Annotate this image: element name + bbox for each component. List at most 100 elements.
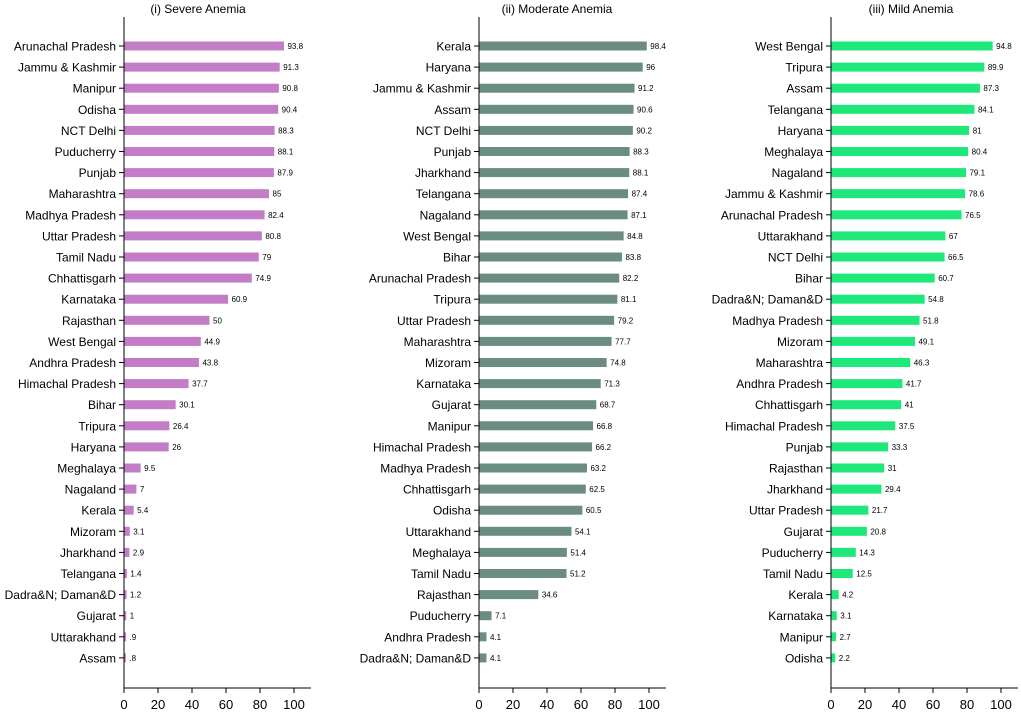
chart-3-category-label: Telangana (768, 103, 824, 117)
chart-2-bar (479, 653, 487, 663)
chart-3-value-label: 49.1 (918, 337, 934, 346)
chart-2-bar (479, 505, 583, 515)
chart-2-x-tick-label: 100 (638, 697, 660, 712)
chart-2-bar (479, 168, 630, 178)
chart-3-category-label: West Bengal (755, 40, 823, 54)
chart-2-category-label: Karnataka (416, 377, 471, 391)
chart-3-bar (831, 421, 896, 431)
chart-3-bar (831, 273, 935, 283)
chart-2-category-label: Telangana (416, 187, 472, 201)
chart-1-x-tick-label: 20 (151, 697, 165, 712)
chart-3-category-label: Nagaland (772, 166, 823, 180)
chart-2-value-label: 66.2 (596, 443, 612, 452)
chart-3-category-label: Odisha (785, 651, 823, 665)
chart-1-category-label: Tripura (78, 419, 116, 433)
chart-2-category-label: Mizoram (425, 356, 471, 370)
chart-1-bar (124, 526, 130, 536)
chart-1-category-label: Jammu & Kashmir (18, 61, 116, 75)
chart-2-bar (479, 590, 539, 600)
chart-1-bar (124, 252, 259, 262)
chart-2-value-label: 7.1 (495, 612, 507, 621)
chart-1-value-label: 9.5 (144, 464, 156, 473)
chart-1-category-label: Kerala (81, 504, 116, 518)
chart-2-category-label: Meghalaya (412, 546, 471, 560)
chart-1-bar (124, 421, 170, 431)
chart-3-value-label: 20.8 (870, 527, 886, 536)
chart-2-category-label: Puducherry (410, 609, 471, 623)
chart-3-bar (831, 62, 985, 72)
chart-1-bar (124, 484, 137, 494)
chart-3-value-label: 4.2 (842, 591, 854, 600)
chart-2-x-tick-label: 0 (475, 697, 482, 712)
chart-1-value-label: .8 (129, 654, 136, 663)
chart-3-bar (831, 547, 856, 557)
chart-2-value-label: 90.2 (636, 126, 652, 135)
chart-2-bar (479, 421, 594, 431)
chart-1-bar (124, 168, 274, 178)
chart-2-category-label: Bihar (443, 251, 471, 265)
chart-2-bar (479, 336, 612, 346)
chart-3-bar (831, 379, 903, 389)
chart-3-value-label: 3.1 (840, 612, 852, 621)
chart-2-bar (479, 210, 628, 220)
chart-3-x-tick-label: 100 (990, 697, 1012, 712)
chart-1-category-label: Rajasthan (62, 314, 116, 328)
chart-1-value-label: 90.8 (282, 84, 298, 93)
chart-1-bar (124, 315, 210, 325)
chart-2-value-label: 90.6 (637, 105, 653, 114)
chart-1-bar (124, 210, 265, 220)
chart-2-bar (479, 252, 622, 262)
chart-3-category-label: Jharkhand (767, 483, 823, 497)
chart-3-x-tick-label: 60 (926, 697, 940, 712)
chart-1-category-label: West Bengal (48, 335, 116, 349)
chart-1-category-label: Bihar (88, 398, 116, 412)
chart-2-bar (479, 315, 615, 325)
chart-1-bar (124, 611, 127, 621)
chart-1-bar (124, 442, 169, 452)
chart-2-value-label: 83.8 (625, 253, 641, 262)
chart-3-x-tick-label: 0 (827, 697, 834, 712)
chart-3-category-label: NCT Delhi (768, 251, 823, 265)
chart-2-bar (479, 484, 586, 494)
chart-3-category-label: Himachal Pradesh (725, 419, 823, 433)
chart-2-x-tick-label: 40 (540, 697, 554, 712)
chart-2-value-label: 62.5 (589, 485, 605, 494)
chart-3-bar (831, 505, 869, 515)
chart-2-value-label: 71.3 (604, 380, 620, 389)
chart-3-bar (831, 484, 882, 494)
chart-2-value-label: 88.1 (633, 169, 649, 178)
chart-3-value-label: 37.5 (899, 422, 915, 431)
chart-2-bar (479, 358, 607, 367)
chart-3-category-label: Madhya Pradesh (732, 314, 823, 328)
chart-1-bar (124, 41, 284, 51)
chart-3-bar (831, 400, 902, 410)
chart-1-value-label: 87.9 (277, 169, 293, 178)
chart-3-value-label: 21.7 (872, 506, 888, 515)
chart-1-bar (124, 463, 141, 473)
chart-1-bar (124, 400, 176, 410)
chart-3-category-label: Arunachal Pradesh (721, 208, 823, 222)
chart-1-category-label: Madhya Pradesh (25, 208, 116, 222)
chart-3-bar (831, 41, 993, 51)
chart-1-value-label: 26 (172, 443, 181, 452)
chart-2-bar (479, 273, 620, 283)
chart-3-value-label: 33.3 (892, 443, 908, 452)
chart-1-x-tick-label: 60 (219, 697, 233, 712)
chart-1-value-label: 50 (213, 316, 222, 325)
chart-1-category-label: Uttarakhand (51, 630, 116, 644)
chart-3-category-label: Uttarakhand (758, 229, 823, 243)
chart-2-title: (ii) Moderate Anemia (502, 2, 613, 16)
chart-2-category-label: Haryana (426, 61, 472, 75)
chart-3-value-label: 31 (888, 464, 897, 473)
chart-3-category-label: Andhra Pradesh (736, 377, 823, 391)
chart-1-value-label: 88.1 (278, 148, 294, 157)
chart-3-bar (831, 590, 839, 600)
chart-2-category-label: Rajasthan (417, 588, 471, 602)
chart-2-category-label: Odisha (433, 504, 471, 518)
chart-3-value-label: 54.8 (928, 295, 944, 304)
chart-3-bar (831, 294, 925, 304)
chart-1-x-tick-label: 0 (120, 697, 127, 712)
chart-1-bar (124, 569, 127, 578)
chart-1-category-label: Uttar Pradesh (42, 229, 116, 243)
